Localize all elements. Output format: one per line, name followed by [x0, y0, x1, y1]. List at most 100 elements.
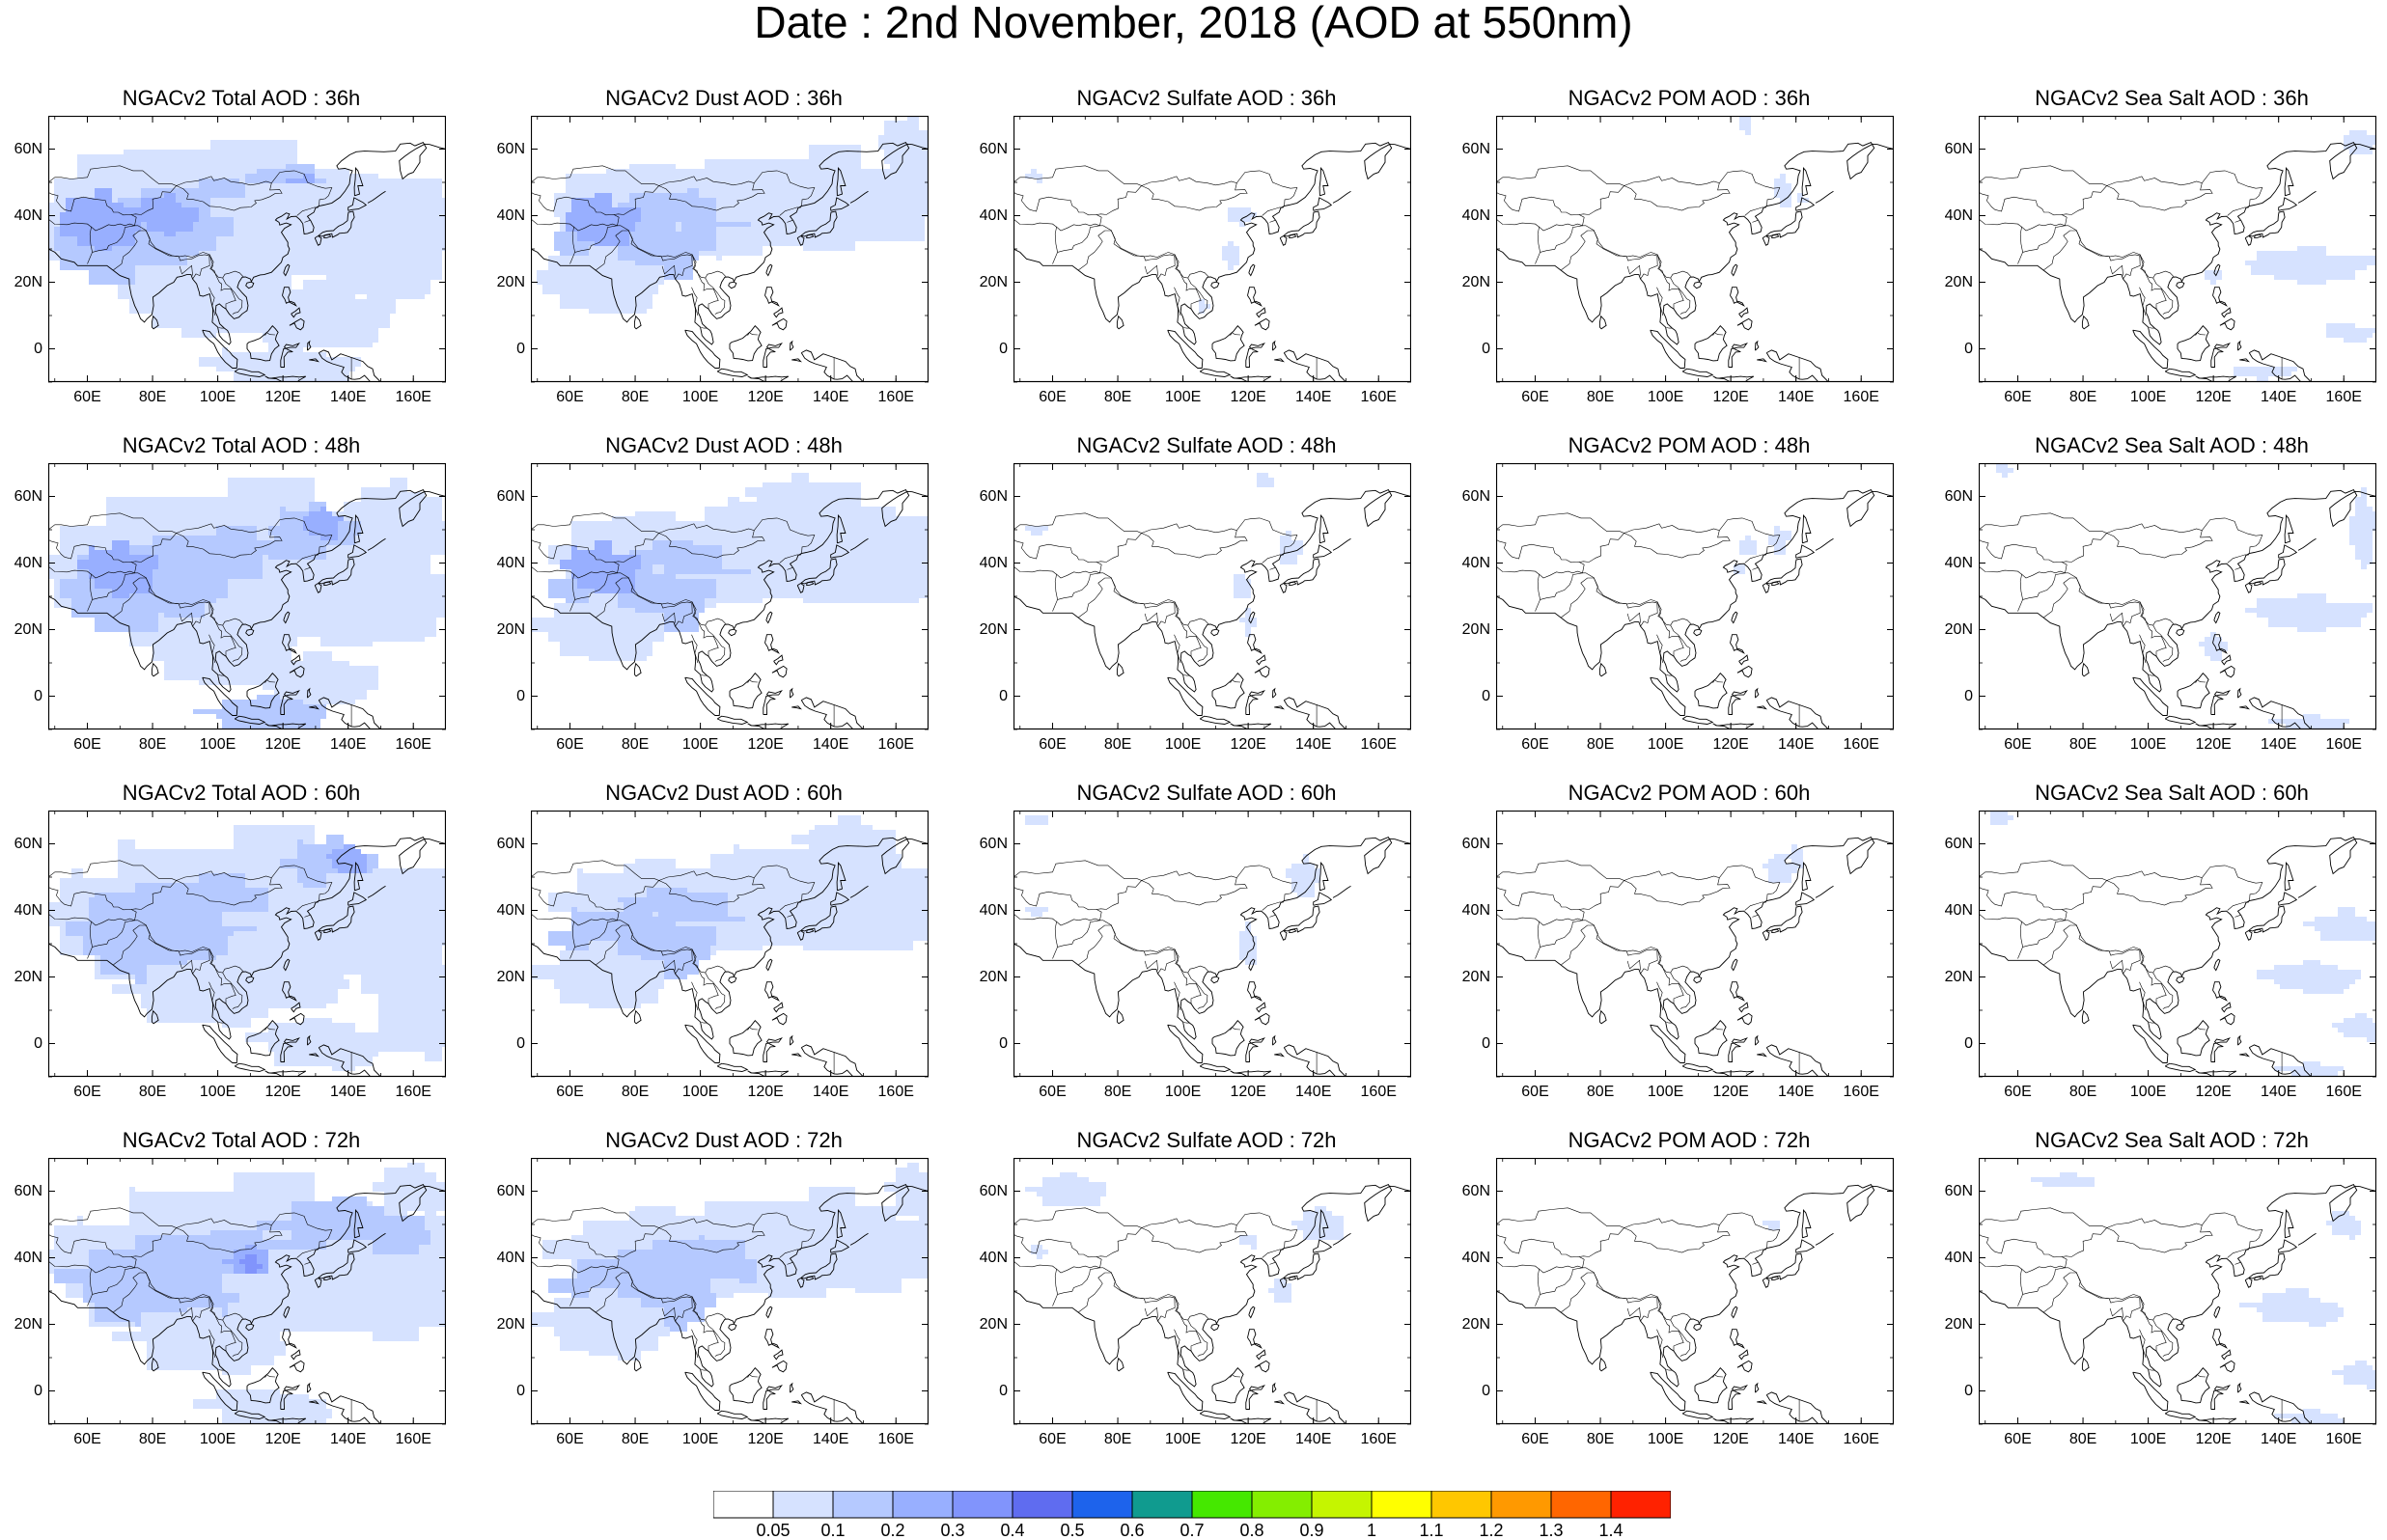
country-border	[1141, 877, 1248, 906]
country-border	[113, 924, 210, 975]
country-border	[2022, 1267, 2066, 1295]
country-border	[134, 225, 244, 279]
coastline	[1283, 1391, 1347, 1424]
country-border	[1141, 530, 1248, 559]
country-border	[1670, 1319, 1691, 1357]
coastline	[764, 634, 780, 654]
coastline	[1770, 928, 1780, 934]
country-border	[48, 565, 92, 575]
coastline	[2221, 1002, 2232, 1013]
coastline	[1765, 905, 1803, 933]
lon-tick-label: 140E	[1295, 1084, 1332, 1100]
coastline	[264, 723, 307, 729]
panel-title: NGACv2 Sulfate AOD : 60h	[1076, 781, 1337, 805]
map-panel-total-48h: NGACv2 Total AOD : 48h 60N 40N 20N 0 60E 80E 10…	[0, 434, 483, 782]
lon-tick-label: 80E	[621, 1084, 650, 1100]
coastline	[1730, 1329, 1745, 1349]
country-border	[1141, 517, 1298, 556]
lat-tick-label: 0	[1482, 340, 1490, 357]
colorbar-label: 0.6	[1120, 1521, 1145, 1540]
lat-tick-label: 60N	[979, 487, 1008, 505]
country-border	[176, 865, 333, 903]
country-border	[1013, 887, 1102, 959]
country-border	[2229, 726, 2231, 728]
colorbar-label: 1.3	[1539, 1521, 1564, 1540]
lat-tick-label: 60N	[979, 1182, 1008, 1199]
country-border	[2227, 901, 2249, 911]
country-border	[1979, 913, 2022, 922]
country-border	[705, 624, 726, 662]
lon-tick-label: 100E	[199, 1084, 236, 1100]
coastline	[1694, 1367, 1728, 1404]
lat-tick-label: 20N	[496, 1315, 525, 1333]
coastline	[684, 676, 721, 716]
coastline	[367, 1232, 386, 1246]
coastline	[1693, 281, 1703, 289]
country-border	[1582, 920, 1692, 974]
country-border	[298, 1420, 300, 1422]
coastline	[830, 544, 850, 559]
country-border	[1144, 959, 1158, 971]
coastline	[1795, 544, 1816, 559]
map-panel-seasalt-60h: NGACv2 Sea Salt AOD : 60h 60N 40N 20N 0 60E 80…	[1930, 782, 2387, 1129]
lon-tick-label: 60E	[73, 1084, 101, 1100]
coastline	[1272, 1034, 1277, 1046]
coastline	[289, 317, 305, 331]
country-border	[1013, 218, 1057, 228]
coastline	[1288, 581, 1297, 587]
aod-shading-light	[1990, 463, 2013, 478]
coastline	[1199, 1410, 1232, 1419]
country-border	[113, 577, 210, 627]
aod-shading-light	[199, 343, 361, 382]
country-border	[2043, 230, 2141, 280]
country-border	[2227, 554, 2249, 564]
coastline	[2244, 234, 2253, 246]
country-border	[176, 1212, 333, 1251]
country-border	[1183, 1021, 1190, 1024]
panel-title: NGACv2 POM AOD : 36h	[1568, 86, 1811, 110]
coastline	[2195, 723, 2237, 729]
lat-tick-label: 40N	[14, 206, 42, 224]
country-border	[658, 517, 816, 556]
map-frame	[48, 811, 446, 1078]
country-border	[2227, 1249, 2249, 1258]
colorbar-label: 1	[1366, 1521, 1376, 1540]
country-border	[1626, 612, 1641, 623]
country-border	[92, 920, 135, 948]
aod-shading-light	[884, 1163, 929, 1221]
lat-tick-label: 0	[1964, 340, 1973, 357]
panel-title: NGACv2 Total AOD : 72h	[122, 1128, 361, 1152]
panel-title: NGACv2 Sea Salt AOD : 60h	[2035, 781, 2309, 805]
coastline	[684, 1371, 721, 1411]
lat-tick-label: 60N	[496, 140, 525, 157]
aod-shading-light	[1025, 169, 1048, 183]
lon-tick-label: 60E	[556, 736, 584, 753]
lon-tick-label: 160E	[1843, 1431, 1879, 1447]
lat-tick-label: 40N	[14, 901, 42, 919]
map-frame	[1496, 116, 1894, 383]
aod-map	[48, 1158, 446, 1425]
country-border	[1670, 277, 1691, 315]
coastline	[1167, 676, 1204, 716]
coastline	[1736, 665, 1753, 678]
lon-tick-label: 100E	[681, 736, 719, 753]
coastline	[1496, 1184, 1894, 1388]
country-border	[296, 901, 319, 911]
country-border	[1144, 264, 1158, 276]
country-border	[218, 326, 225, 329]
coastline	[1279, 234, 1288, 246]
coastline	[2081, 662, 2090, 677]
country-border	[658, 182, 765, 211]
coastline	[280, 1037, 300, 1062]
colorbar-segment	[1131, 1491, 1193, 1519]
coastline	[1116, 315, 1124, 330]
country-border	[1561, 1272, 1658, 1322]
lon-tick-label: 160E	[1843, 389, 1879, 405]
lon-tick-label: 120E	[747, 1431, 784, 1447]
coastline	[246, 1020, 280, 1057]
map-panel-pom-36h: NGACv2 POM AOD : 36h 60N 40N 20N 0 60E 80E 100E…	[1448, 87, 1930, 434]
country-border	[1626, 264, 1641, 276]
coastline	[353, 167, 364, 197]
country-border	[218, 1368, 225, 1371]
map-border	[1013, 463, 1411, 730]
